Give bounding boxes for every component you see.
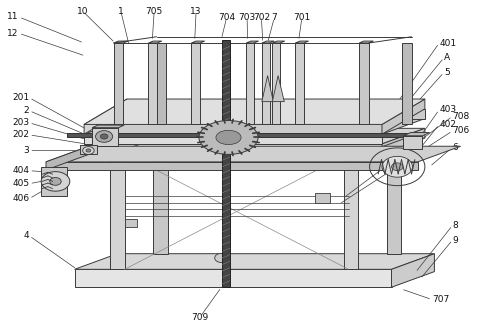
- Polygon shape: [84, 134, 382, 144]
- Text: 8: 8: [453, 221, 458, 230]
- Text: 706: 706: [453, 127, 470, 135]
- Polygon shape: [262, 76, 273, 102]
- Polygon shape: [125, 219, 137, 227]
- Polygon shape: [246, 43, 254, 125]
- Polygon shape: [153, 135, 176, 138]
- Polygon shape: [92, 125, 124, 128]
- Polygon shape: [80, 145, 97, 154]
- Text: A: A: [444, 53, 450, 62]
- Text: 406: 406: [12, 194, 29, 203]
- Text: 11: 11: [7, 12, 19, 22]
- Polygon shape: [84, 99, 127, 134]
- Circle shape: [100, 134, 108, 139]
- Text: 701: 701: [293, 13, 311, 22]
- Text: 2: 2: [24, 106, 29, 115]
- Text: 7: 7: [272, 13, 277, 22]
- Polygon shape: [246, 41, 259, 43]
- Polygon shape: [391, 254, 435, 287]
- Polygon shape: [295, 41, 309, 43]
- Text: 704: 704: [218, 13, 235, 22]
- Polygon shape: [92, 128, 119, 146]
- Polygon shape: [46, 162, 418, 170]
- Text: 12: 12: [8, 29, 19, 38]
- Polygon shape: [149, 43, 157, 125]
- Text: 201: 201: [12, 93, 29, 102]
- Polygon shape: [387, 135, 410, 138]
- Polygon shape: [272, 76, 284, 102]
- Circle shape: [50, 178, 61, 185]
- Polygon shape: [403, 136, 423, 149]
- Polygon shape: [272, 43, 280, 125]
- Circle shape: [382, 156, 413, 177]
- Text: 5: 5: [444, 68, 450, 77]
- Text: 9: 9: [453, 235, 458, 245]
- Polygon shape: [114, 43, 123, 125]
- Polygon shape: [153, 138, 167, 254]
- Polygon shape: [387, 138, 401, 254]
- Text: 405: 405: [12, 179, 29, 188]
- Polygon shape: [127, 109, 425, 119]
- Polygon shape: [382, 99, 425, 134]
- Polygon shape: [110, 154, 125, 269]
- Text: 1: 1: [118, 7, 124, 16]
- Circle shape: [86, 149, 91, 152]
- Text: 402: 402: [439, 120, 456, 129]
- Polygon shape: [403, 132, 430, 136]
- Polygon shape: [344, 154, 358, 269]
- Polygon shape: [46, 146, 89, 170]
- Circle shape: [41, 172, 70, 191]
- Circle shape: [391, 163, 403, 171]
- Polygon shape: [84, 99, 425, 125]
- Polygon shape: [191, 41, 205, 43]
- Text: 709: 709: [191, 313, 208, 322]
- Text: 4: 4: [24, 231, 29, 240]
- Ellipse shape: [199, 121, 258, 154]
- Polygon shape: [75, 254, 435, 269]
- Polygon shape: [84, 144, 382, 154]
- Text: 404: 404: [12, 166, 29, 175]
- Polygon shape: [191, 43, 200, 125]
- Text: 703: 703: [239, 13, 256, 22]
- Polygon shape: [46, 146, 461, 162]
- Text: 202: 202: [12, 130, 29, 139]
- Text: 6: 6: [453, 143, 458, 152]
- Text: 705: 705: [145, 7, 163, 16]
- Text: 203: 203: [12, 118, 29, 127]
- Circle shape: [215, 253, 228, 263]
- Polygon shape: [262, 41, 274, 43]
- Text: 708: 708: [453, 112, 470, 121]
- Circle shape: [83, 146, 94, 154]
- Polygon shape: [157, 43, 166, 125]
- Polygon shape: [67, 132, 420, 137]
- Polygon shape: [84, 119, 425, 134]
- Polygon shape: [344, 150, 367, 154]
- Polygon shape: [402, 43, 412, 125]
- Polygon shape: [114, 41, 128, 43]
- Text: 3: 3: [23, 146, 29, 155]
- Polygon shape: [359, 41, 373, 43]
- Polygon shape: [315, 193, 329, 202]
- Polygon shape: [295, 43, 304, 125]
- Polygon shape: [84, 128, 425, 144]
- Text: 401: 401: [439, 39, 456, 47]
- Polygon shape: [110, 150, 133, 154]
- Text: 702: 702: [253, 13, 270, 22]
- Polygon shape: [149, 41, 162, 43]
- Polygon shape: [359, 43, 369, 125]
- Ellipse shape: [216, 130, 241, 145]
- Circle shape: [96, 130, 113, 142]
- Polygon shape: [262, 43, 270, 125]
- Polygon shape: [382, 128, 425, 154]
- Text: 707: 707: [432, 295, 449, 304]
- Text: 403: 403: [439, 105, 456, 114]
- Polygon shape: [75, 269, 391, 287]
- Polygon shape: [272, 41, 285, 43]
- Text: 10: 10: [77, 7, 88, 16]
- Polygon shape: [222, 40, 230, 287]
- Polygon shape: [41, 167, 67, 196]
- Text: 13: 13: [190, 7, 202, 16]
